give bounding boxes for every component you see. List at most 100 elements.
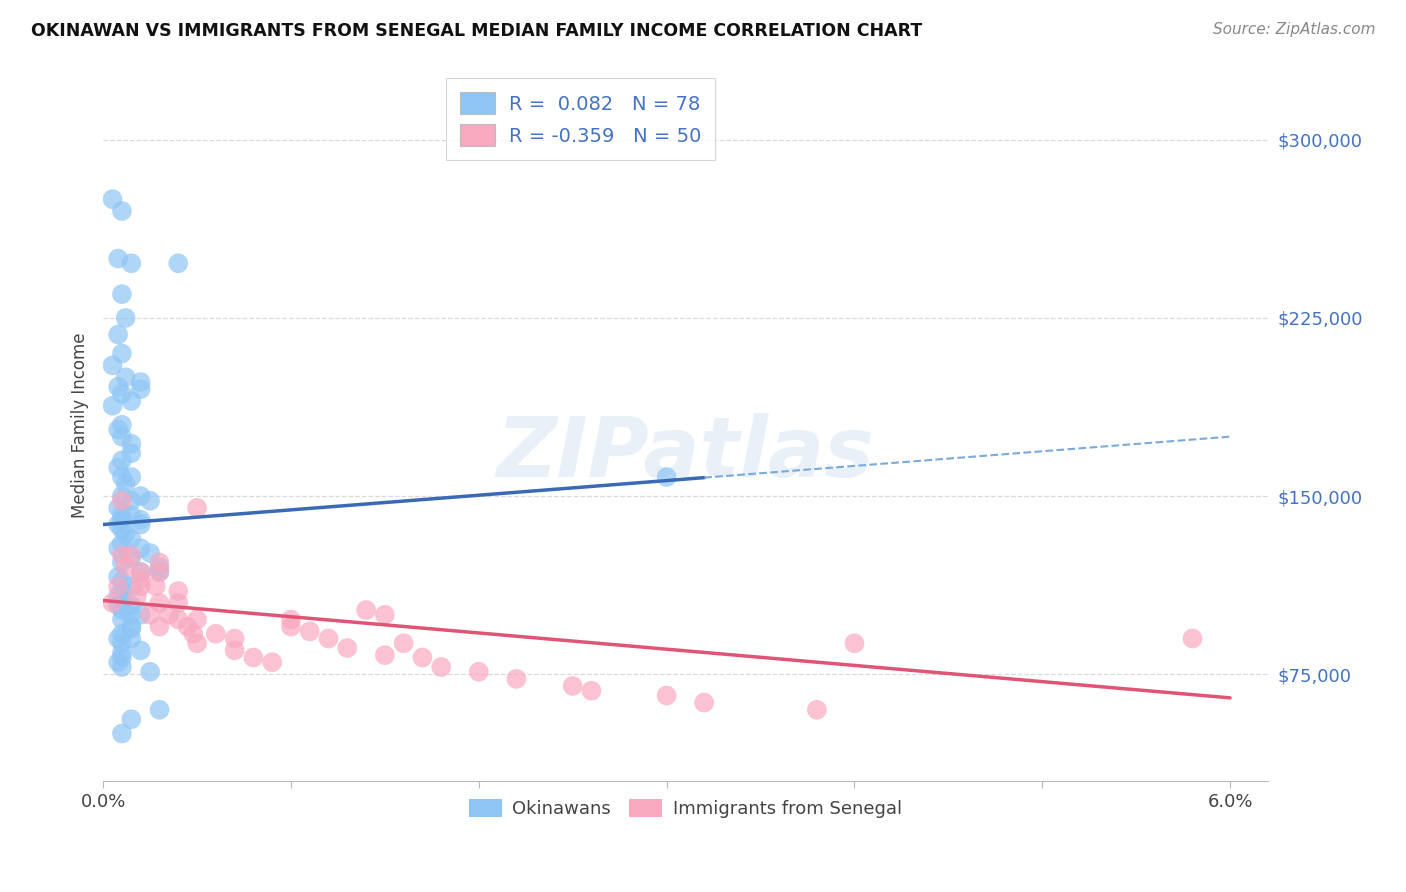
Point bbox=[1181, 632, 1204, 646]
Point bbox=[374, 607, 396, 622]
Point bbox=[844, 636, 866, 650]
Point bbox=[336, 640, 359, 655]
Point bbox=[167, 613, 190, 627]
Point bbox=[111, 549, 134, 563]
Point bbox=[354, 603, 377, 617]
Point bbox=[655, 689, 678, 703]
Point bbox=[145, 579, 167, 593]
Point bbox=[107, 423, 129, 437]
Point bbox=[111, 204, 134, 219]
Point bbox=[392, 636, 415, 650]
Point bbox=[430, 660, 453, 674]
Point bbox=[107, 599, 129, 613]
Point bbox=[139, 493, 162, 508]
Point bbox=[242, 650, 264, 665]
Point bbox=[129, 572, 152, 586]
Point bbox=[505, 672, 527, 686]
Point bbox=[129, 565, 152, 579]
Point bbox=[111, 650, 134, 665]
Point bbox=[114, 560, 136, 574]
Point bbox=[129, 579, 152, 593]
Point bbox=[107, 655, 129, 669]
Point bbox=[129, 513, 152, 527]
Point bbox=[107, 327, 129, 342]
Point bbox=[120, 632, 142, 646]
Point bbox=[280, 613, 302, 627]
Point bbox=[120, 619, 142, 633]
Point bbox=[120, 446, 142, 460]
Point bbox=[120, 394, 142, 409]
Point bbox=[411, 650, 433, 665]
Point bbox=[120, 256, 142, 270]
Point bbox=[120, 599, 142, 613]
Point bbox=[139, 607, 162, 622]
Point bbox=[176, 619, 198, 633]
Point bbox=[139, 546, 162, 560]
Point bbox=[114, 527, 136, 541]
Point bbox=[205, 626, 228, 640]
Point bbox=[148, 565, 170, 579]
Point bbox=[111, 584, 134, 599]
Point bbox=[114, 477, 136, 491]
Point bbox=[111, 574, 134, 589]
Point bbox=[101, 399, 124, 413]
Point bbox=[298, 624, 321, 639]
Point bbox=[101, 596, 124, 610]
Point bbox=[107, 252, 129, 266]
Point bbox=[561, 679, 583, 693]
Y-axis label: Median Family Income: Median Family Income bbox=[72, 332, 89, 517]
Point bbox=[111, 626, 134, 640]
Point bbox=[186, 613, 208, 627]
Point bbox=[111, 493, 134, 508]
Point bbox=[111, 470, 134, 484]
Point bbox=[111, 646, 134, 660]
Point bbox=[111, 429, 134, 443]
Point bbox=[107, 579, 129, 593]
Point bbox=[111, 536, 134, 550]
Point bbox=[120, 470, 142, 484]
Point bbox=[167, 596, 190, 610]
Point bbox=[125, 589, 148, 603]
Point bbox=[318, 632, 340, 646]
Point bbox=[806, 703, 828, 717]
Point bbox=[111, 636, 134, 650]
Point bbox=[186, 636, 208, 650]
Point bbox=[111, 603, 134, 617]
Point bbox=[107, 460, 129, 475]
Point bbox=[129, 375, 152, 389]
Point bbox=[120, 550, 142, 565]
Point bbox=[139, 665, 162, 679]
Point bbox=[181, 626, 204, 640]
Point bbox=[693, 696, 716, 710]
Point bbox=[262, 655, 284, 669]
Point bbox=[111, 556, 134, 570]
Point bbox=[129, 643, 152, 657]
Point bbox=[107, 541, 129, 556]
Point bbox=[148, 619, 170, 633]
Point bbox=[129, 489, 152, 503]
Point bbox=[111, 387, 134, 401]
Point bbox=[111, 513, 134, 527]
Point bbox=[120, 607, 142, 622]
Point bbox=[167, 256, 190, 270]
Point bbox=[107, 380, 129, 394]
Point bbox=[148, 560, 170, 574]
Point bbox=[107, 500, 129, 515]
Point bbox=[280, 619, 302, 633]
Point bbox=[186, 500, 208, 515]
Point bbox=[111, 613, 134, 627]
Point bbox=[111, 508, 134, 522]
Point bbox=[148, 596, 170, 610]
Point bbox=[655, 470, 678, 484]
Point bbox=[114, 370, 136, 384]
Point bbox=[107, 517, 129, 532]
Point bbox=[224, 643, 246, 657]
Point bbox=[120, 622, 142, 636]
Point bbox=[148, 703, 170, 717]
Point bbox=[120, 436, 142, 450]
Point bbox=[111, 522, 134, 536]
Point bbox=[111, 346, 134, 360]
Point bbox=[111, 453, 134, 467]
Point bbox=[468, 665, 491, 679]
Point bbox=[101, 359, 124, 373]
